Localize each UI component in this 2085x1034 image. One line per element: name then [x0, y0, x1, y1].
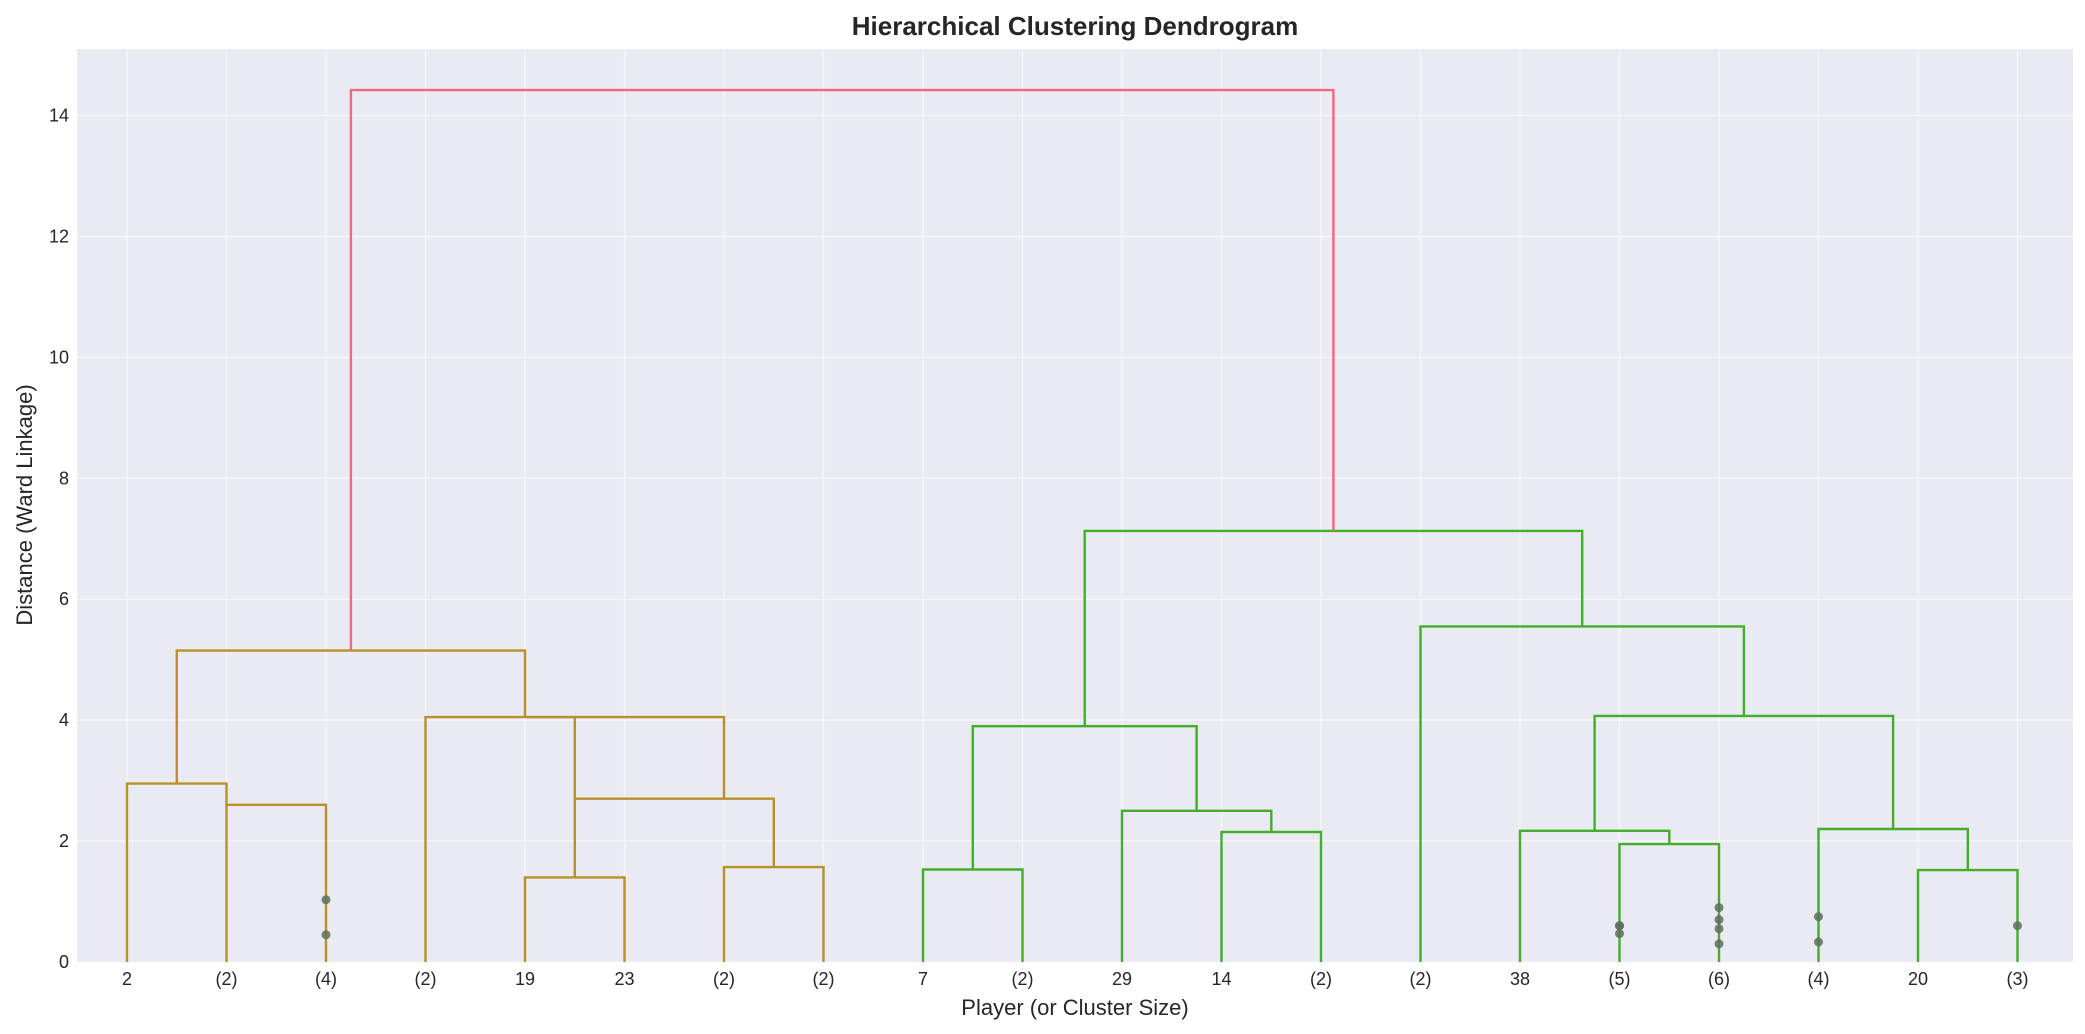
- x-tick-label: (5): [1609, 969, 1631, 989]
- y-tick-label: 6: [59, 589, 69, 609]
- dendrogram-link: [424, 715, 576, 962]
- x-tick-label: 2: [122, 969, 132, 989]
- leaf-dot: [1714, 915, 1724, 925]
- y-tick-labels: 0 2 4 6 8 10 12 14: [49, 106, 69, 972]
- x-tick-label: (2): [1310, 969, 1332, 989]
- x-tick-label: 20: [1908, 969, 1928, 989]
- x-tick-label: (2): [813, 969, 835, 989]
- x-tick-label: (2): [1012, 969, 1034, 989]
- y-tick-label: 4: [59, 710, 69, 730]
- y-tick-label: 8: [59, 468, 69, 488]
- leaf-dot: [321, 895, 331, 905]
- y-tick-label: 2: [59, 831, 69, 851]
- x-axis-label: Player (or Cluster Size): [961, 995, 1188, 1020]
- leaf-dots: [321, 895, 2022, 949]
- x-tick-label: (2): [713, 969, 735, 989]
- y-tick-label: 0: [59, 952, 69, 972]
- x-tick-label: 19: [515, 969, 535, 989]
- dendrogram-link: [525, 715, 726, 799]
- y-tick-label: 14: [49, 106, 69, 126]
- x-tick-label: 7: [918, 969, 928, 989]
- leaf-dot: [1714, 903, 1724, 913]
- x-tick-label: 23: [614, 969, 634, 989]
- x-tick-label: 14: [1211, 969, 1231, 989]
- x-tick-label: (2): [216, 969, 238, 989]
- leaf-dot: [1814, 937, 1823, 947]
- dendrogram-link: [225, 803, 328, 962]
- leaf-dot: [1615, 929, 1624, 939]
- x-tick-label: (2): [415, 969, 437, 989]
- x-tick-label: 29: [1112, 969, 1132, 989]
- x-tick-label: (4): [315, 969, 337, 989]
- dendrogram-link: [349, 88, 1335, 651]
- y-tick-label: 12: [49, 226, 69, 246]
- x-tick-label: (2): [1410, 969, 1432, 989]
- dendrogram-links: [125, 88, 2019, 962]
- dendrogram-link: [573, 797, 775, 878]
- x-tick-label: (6): [1708, 969, 1730, 989]
- y-tick-label: 10: [49, 347, 69, 367]
- leaf-dot: [2013, 921, 2022, 931]
- grid-lines: [77, 49, 2073, 963]
- y-axis-label: Distance (Ward Linkage): [12, 384, 37, 625]
- x-tick-label: (4): [1808, 969, 1830, 989]
- x-tick-label: (3): [2007, 969, 2029, 989]
- leaf-dot: [1714, 924, 1724, 934]
- leaf-dot: [1814, 912, 1823, 922]
- leaf-dot: [1615, 921, 1624, 931]
- x-tick-label: 38: [1510, 969, 1530, 989]
- chart-title: Hierarchical Clustering Dendrogram: [852, 11, 1298, 41]
- leaf-dot: [1714, 939, 1724, 949]
- plot-background: [77, 49, 2073, 962]
- x-tick-labels: 2 (2) (4) (2) 19 23 (2) (2) 7 (2) 29 14 (2) (2) 38 (5) (…: [122, 969, 2029, 989]
- leaf-dot: [321, 930, 331, 940]
